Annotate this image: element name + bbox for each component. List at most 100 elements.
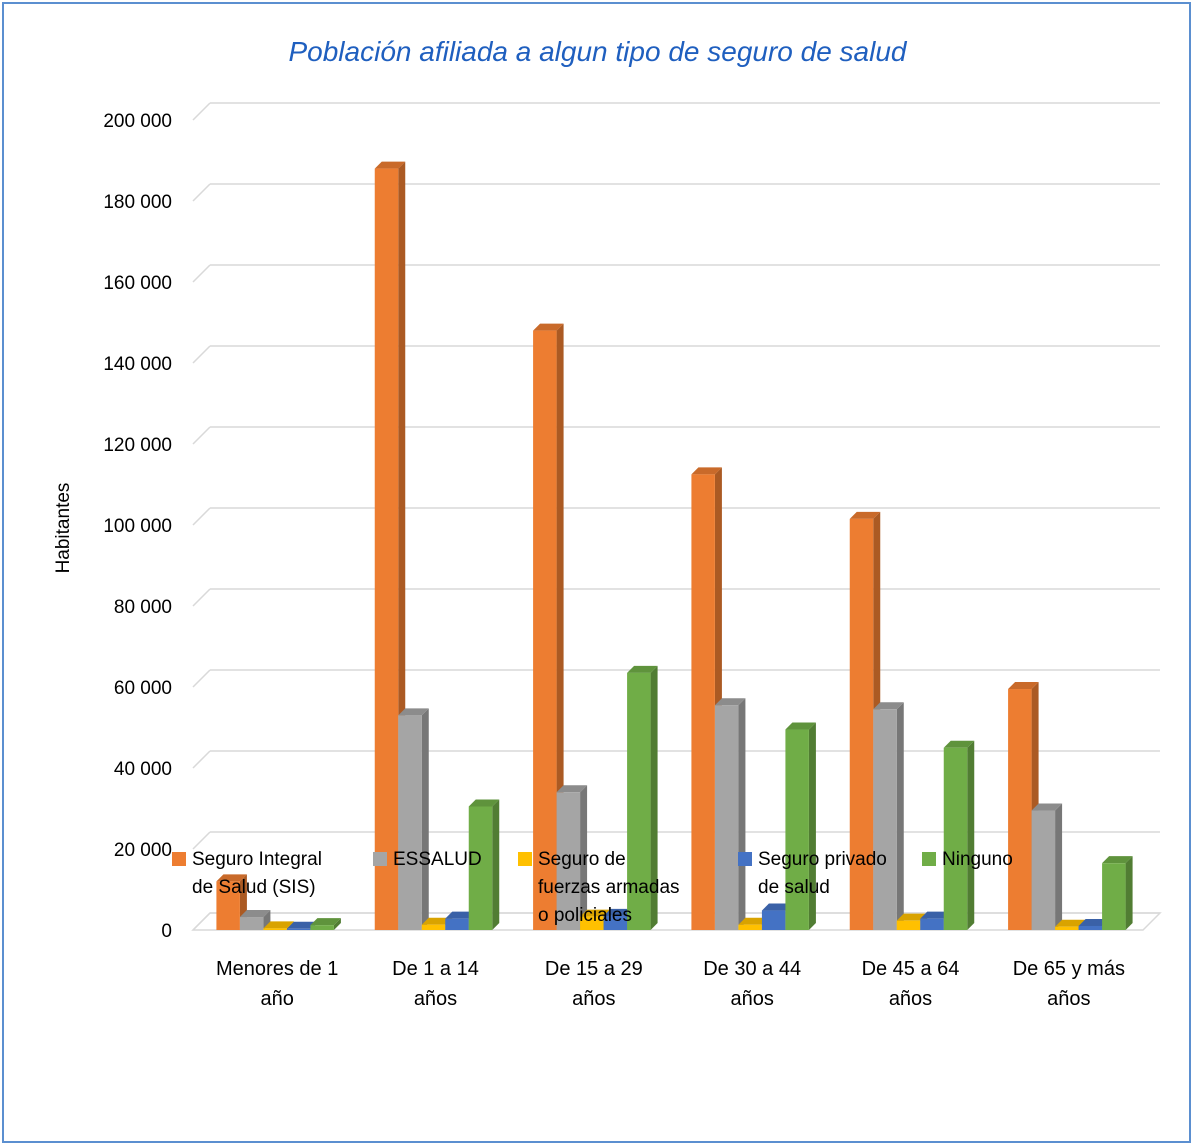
x-tick-label: De 45 a 64 [862,958,960,980]
legend-swatch [373,852,387,866]
legend-label: Ninguno [942,849,1013,870]
bar-top [216,874,247,882]
bar-top [263,921,294,929]
legend-item: Seguro privado de salud [738,846,887,902]
x-tick-label: De 30 a 44 [703,958,801,980]
bar [421,924,446,930]
bar-top [1055,919,1086,927]
gridline-depth [192,426,211,445]
bar-side [556,323,564,931]
gridline-depth [192,750,211,769]
x-tick-label: De 65 y más [1013,958,1125,980]
bar [398,715,422,930]
y-tick-label: 160 000 [103,273,172,294]
bar-top [714,698,746,706]
x-tick-label: años [889,988,932,1010]
legend-item: Seguro Integral de Salud (SIS) [172,846,322,902]
legend-item: Seguro de fuerzas armadas o policiales [518,846,680,930]
bar-top [533,323,564,331]
bar [1078,925,1103,930]
bar-top [398,708,429,716]
bar-top [849,511,881,519]
y-tick-label: 20 000 [114,840,172,861]
legend-item: Ninguno [922,846,1013,874]
y-tick-label: 80 000 [114,597,172,618]
legend-swatch [172,852,186,866]
x-tick-label: años [572,988,615,1010]
bar-top [1102,856,1133,864]
legend-label: Seguro privado de salud [758,849,887,898]
bar [239,917,264,930]
bar-side [967,740,975,930]
legend-swatch [922,852,936,866]
bar [468,806,493,930]
y-tick-label: 60 000 [114,678,172,699]
x-tick-label: De 1 a 14 [392,958,479,980]
y-tick-label: 0 [161,921,172,942]
bar-top [421,917,453,925]
bar [738,924,762,930]
x-tick-label: años [730,988,773,1010]
chart-floor [191,912,1162,931]
gridline-depth [192,102,211,121]
bar-top [286,921,318,929]
bar [603,915,628,930]
bar-top [761,903,793,911]
bar-side [650,665,658,930]
bar-top [580,909,611,917]
bar [310,925,334,930]
bar [533,330,557,931]
bar-side [492,799,500,930]
y-tick-label: 180 000 [103,192,172,213]
y-tick-label: 120 000 [103,435,172,456]
bar-top [374,161,406,169]
legend-swatch [518,852,532,866]
chart-title: Población afiliada a algun tipo de segur… [288,36,907,67]
bar [1102,863,1126,930]
x-tick-label: Menores de 1 [216,958,338,980]
bar-top [445,911,476,919]
gridline-depth [192,831,211,850]
legend: Seguro Integral de Salud (SIS) ESSALUD Seg… [0,846,1195,956]
bar [1055,926,1079,930]
legend-label: ESSALUD [393,849,482,870]
bar-top [738,917,769,925]
gridline-depth [192,345,211,364]
bar [943,747,968,930]
y-tick-label: 140 000 [103,354,172,375]
bar [714,705,739,930]
bar [1031,810,1056,930]
bar-side [580,785,588,930]
gridline-depth [192,669,211,688]
gridline-depth [192,588,211,607]
bar-top [691,467,722,475]
bar [873,709,897,930]
bar [920,918,944,930]
bar-side [808,722,816,930]
bar [627,672,651,930]
bar-top [896,913,928,921]
legend-swatch [738,852,752,866]
bar-top [627,665,658,673]
bar-top [556,785,588,793]
bar-top [1078,918,1110,926]
legend-item: ESSALUD [373,846,482,874]
bar-top [468,799,500,807]
bar [216,881,240,930]
bar-top [310,918,341,926]
bar [445,918,469,930]
bar [556,792,581,930]
bar-side [1055,803,1063,930]
bar [785,729,809,930]
x-tick-label: De 15 a 29 [545,958,643,980]
bar [263,928,287,930]
bar [286,928,311,930]
bar-top [943,740,975,748]
y-tick-label: 40 000 [114,759,172,780]
bar-side [738,698,746,930]
bar-top [1008,682,1039,690]
bar [849,518,874,930]
bar-top [920,911,951,919]
